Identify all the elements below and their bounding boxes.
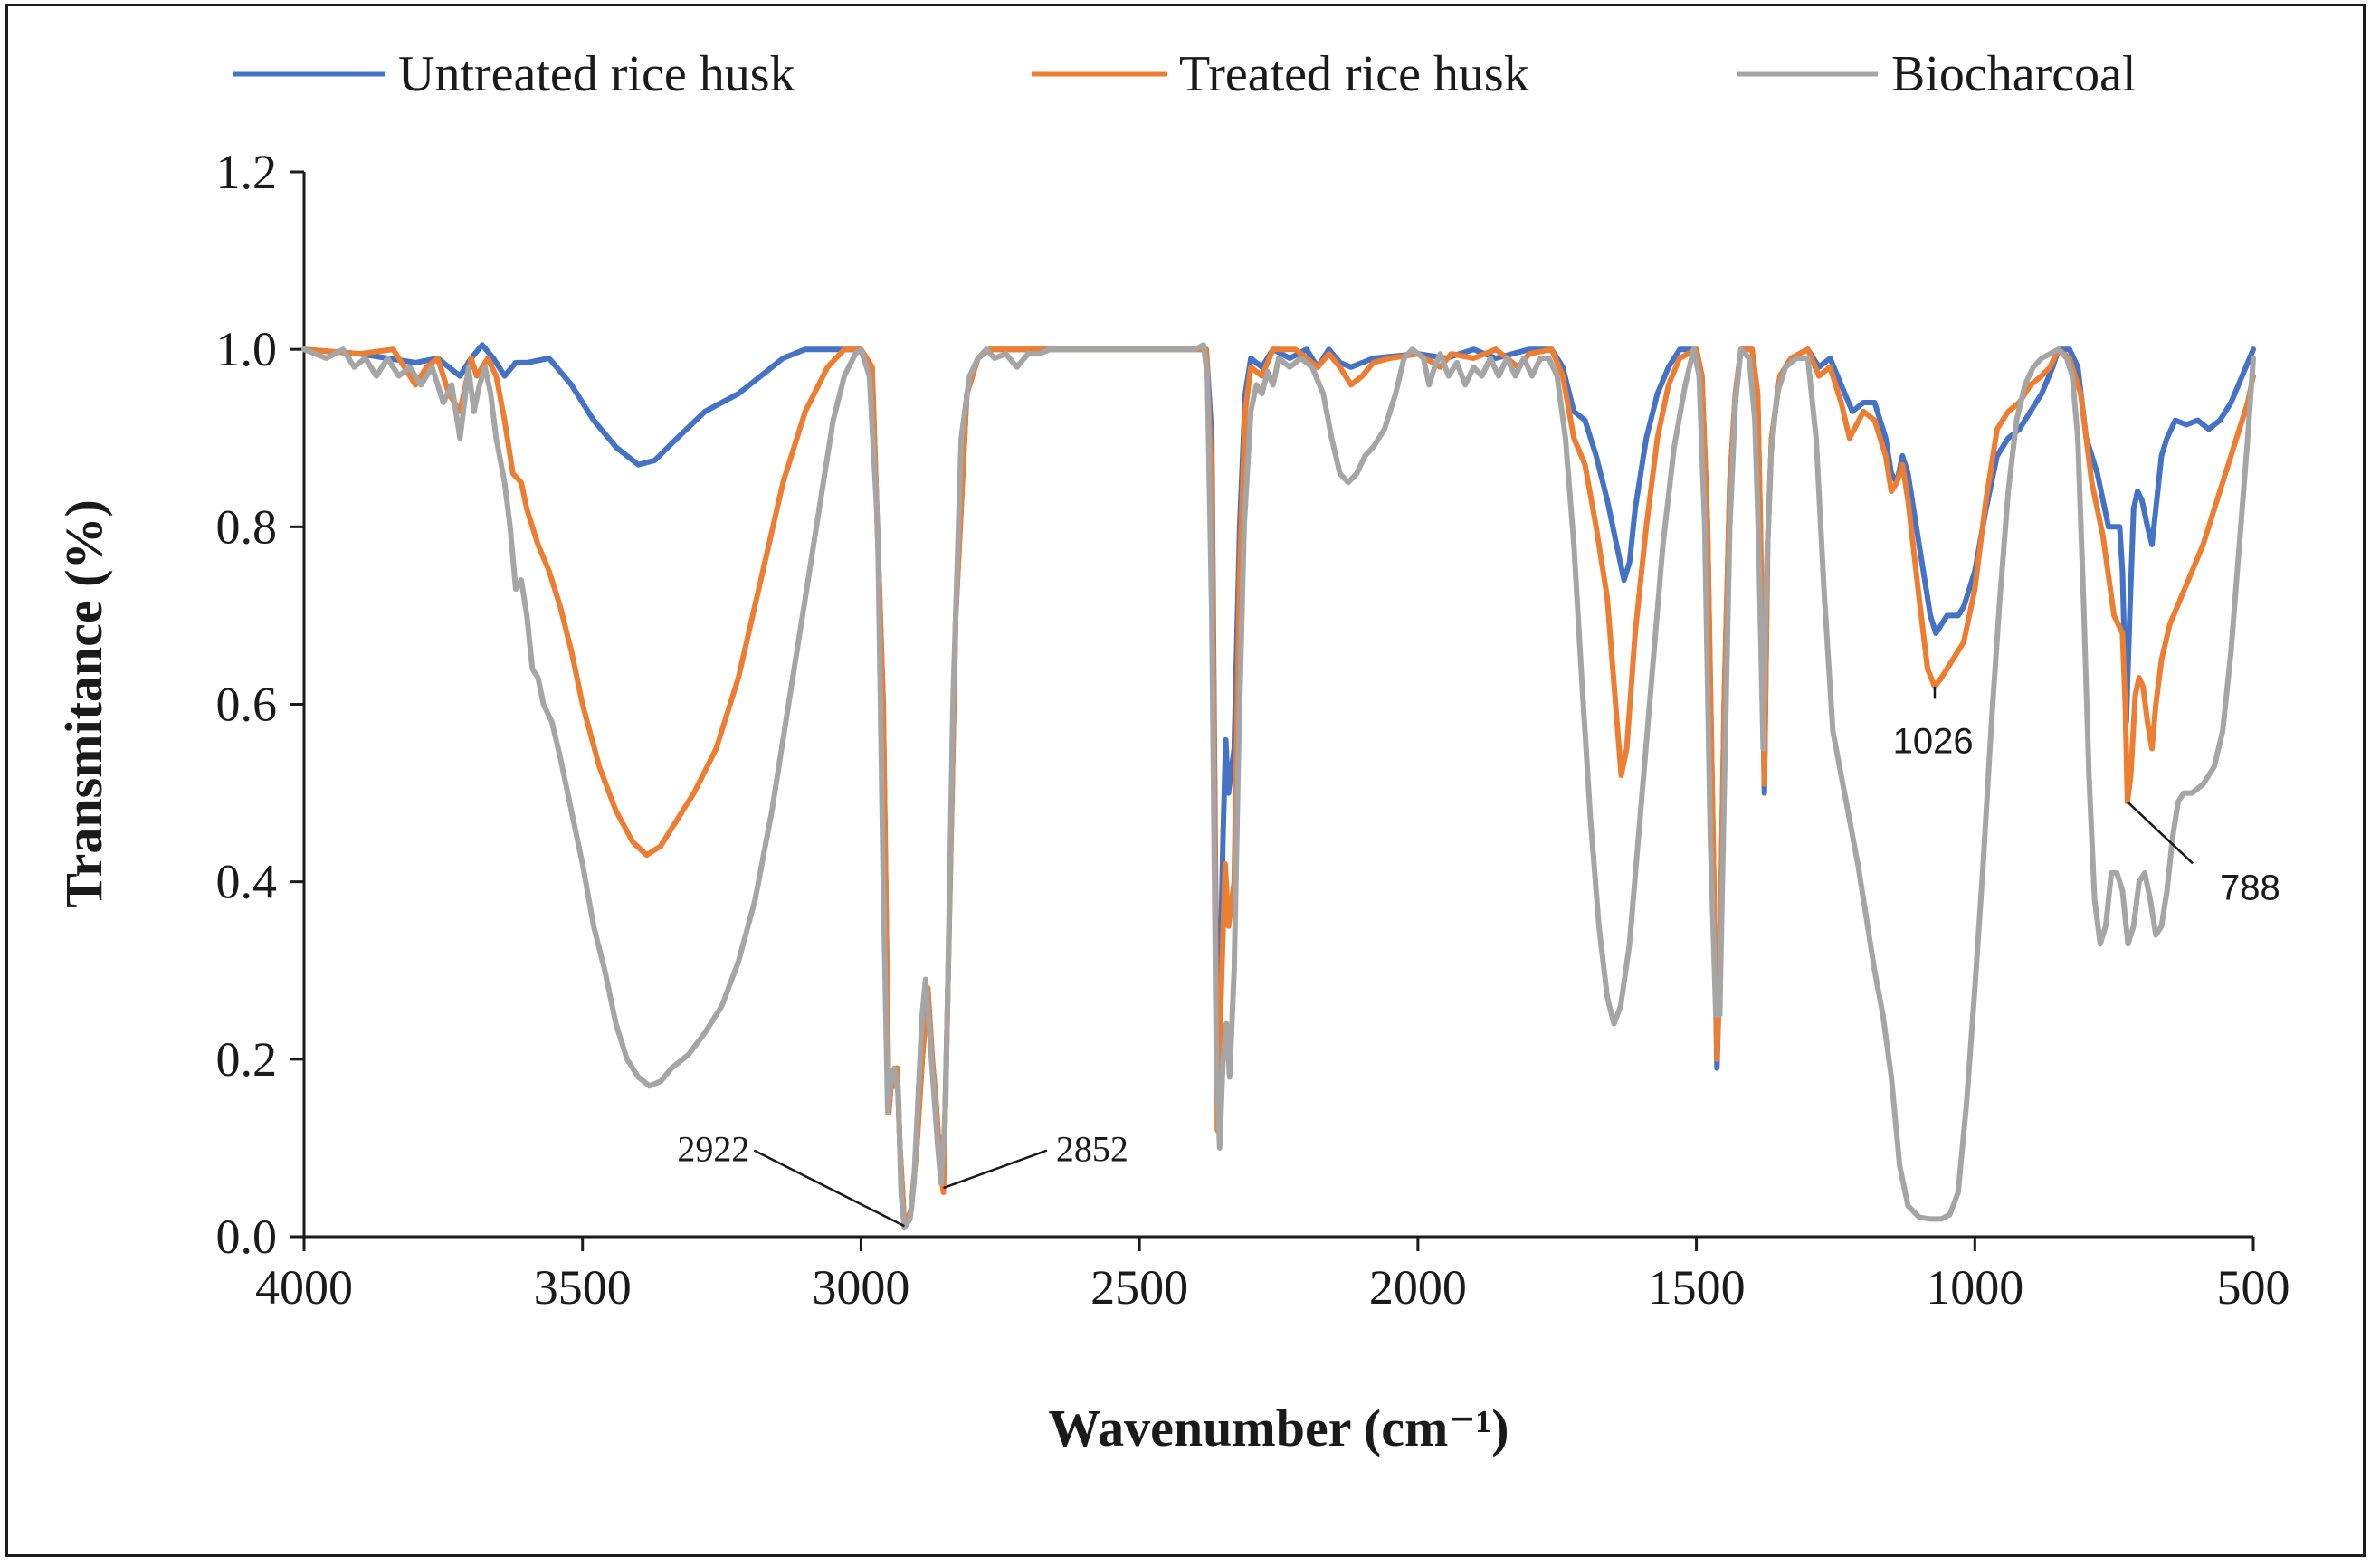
legend-item-untreated: Untreated rice husk [233, 46, 795, 102]
x-tick-label: 2500 [1090, 1260, 1188, 1314]
x-tick-label: 4000 [255, 1260, 353, 1314]
y-tick-label: 0.0 [216, 1210, 278, 1264]
legend-item-biocharcoal: Biocharcoal [1737, 46, 2137, 102]
annotation-leader-2922 [753, 1149, 905, 1228]
x-tick-label: 3000 [812, 1260, 909, 1314]
annotation-layer: 2922 2852 1026 788 [677, 686, 2280, 1228]
annotation-label-2852: 2852 [1056, 1129, 1128, 1170]
series-layer [301, 342, 2256, 1231]
legend-label-treated: Treated rice husk [1179, 46, 1529, 102]
figure-frame [5, 4, 2366, 1557]
annotation-label-1026: 1026 [1893, 721, 1974, 761]
y-tick-label: 0.4 [216, 855, 278, 909]
legend: Untreated rice husk Treated rice husk Bi… [233, 46, 2137, 102]
annotation-label-2922: 2922 [677, 1129, 749, 1170]
y-tick-label: 0.2 [216, 1032, 278, 1087]
x-tick-label: 1000 [1926, 1260, 2023, 1314]
legend-item-treated: Treated rice husk [1032, 46, 1529, 102]
annotation-leader-788 [2127, 801, 2194, 865]
y-axis-title: Transmitance (%) [54, 499, 113, 908]
annotation-leader-2852 [943, 1149, 1048, 1190]
x-axis-title: Wavenumber (cm⁻¹) [1048, 1399, 1509, 1457]
annotation-label-788: 788 [2220, 868, 2280, 907]
x-tick-label: 2000 [1369, 1260, 1467, 1314]
legend-label-biocharcoal: Biocharcoal [1891, 46, 2137, 102]
legend-label-untreated: Untreated rice husk [398, 46, 795, 102]
series-line-biocharcoal [301, 342, 2256, 1231]
y-tick-label: 0.6 [216, 678, 278, 732]
y-ticks: 0.0 0.2 0.4 0.6 0.8 1.0 1.2 [216, 145, 304, 1264]
y-tick-label: 1.2 [216, 145, 278, 199]
series-line-untreated [301, 342, 2256, 1229]
x-tick-label: 1500 [1648, 1260, 1746, 1314]
y-tick-label: 0.8 [216, 499, 278, 554]
y-tick-label: 1.0 [216, 322, 278, 376]
series-line-treated [301, 346, 2256, 1229]
x-tick-label: 500 [2217, 1260, 2290, 1314]
x-ticks: 4000 3500 3000 2500 2000 1500 1000 500 [255, 1237, 2290, 1314]
x-tick-label: 3500 [534, 1260, 632, 1314]
